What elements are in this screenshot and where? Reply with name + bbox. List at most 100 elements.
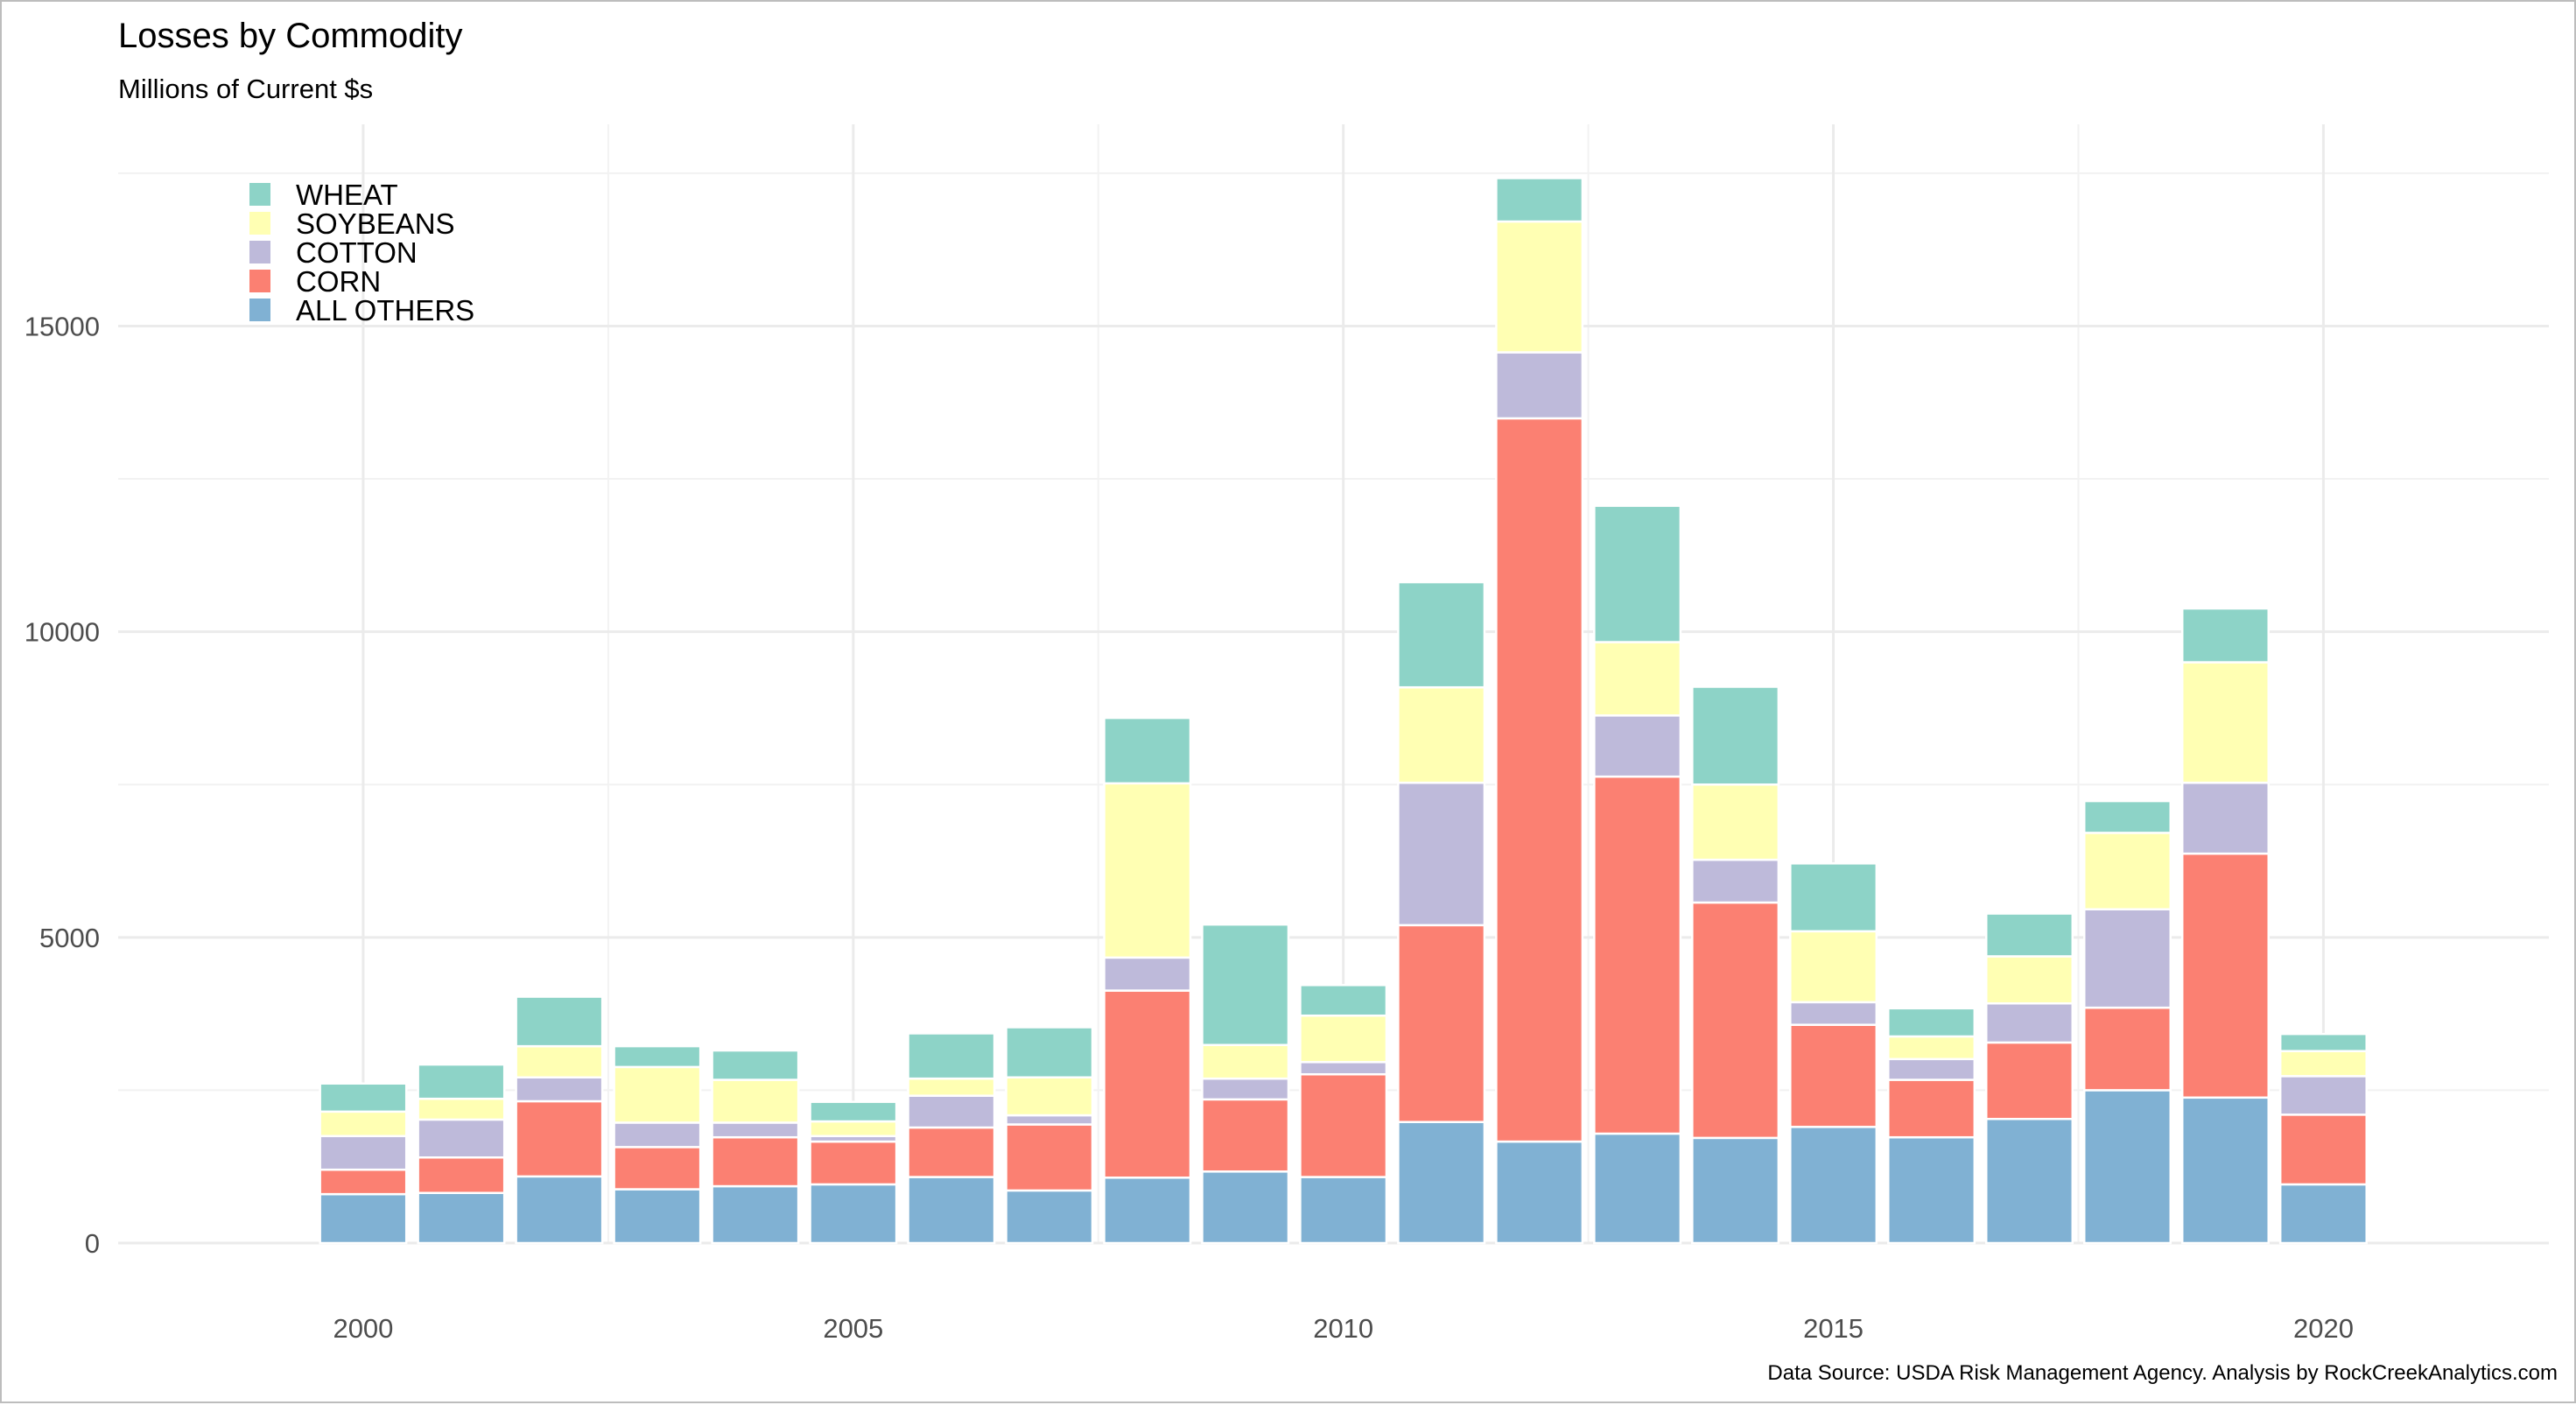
bar-corn-2011 — [1397, 924, 1486, 1123]
bar-corn-2000 — [319, 1168, 408, 1196]
bar-wheat-2012 — [1495, 177, 1584, 223]
bar-all-others-2018 — [2082, 1089, 2172, 1245]
legend-swatch-all-others — [249, 299, 270, 321]
x-tick-label: 2005 — [823, 1313, 883, 1344]
bar-cotton-2018 — [2082, 908, 2172, 1009]
chart-caption: Data Source: USDA Risk Management Agency… — [1767, 1361, 2558, 1385]
bar-wheat-2006 — [907, 1032, 996, 1080]
bar-soybeans-2016 — [1887, 1035, 1976, 1061]
legend-label-all-others: ALL OTHERS — [296, 294, 474, 327]
bar-cotton-2003 — [613, 1121, 702, 1149]
bar-all-others-2000 — [319, 1192, 408, 1245]
bar-cotton-2019 — [2180, 781, 2270, 855]
bar-corn-2009 — [1201, 1098, 1290, 1173]
y-tick-label: 15000 — [25, 311, 100, 341]
bar-all-others-2014 — [1691, 1136, 1780, 1245]
bar-cotton-2016 — [1887, 1057, 1976, 1081]
bar-all-others-2012 — [1495, 1140, 1584, 1245]
bar-all-others-2011 — [1397, 1120, 1486, 1245]
axes: 0 5000 10000 15000 2000 2005 2010 2015 2020 — [25, 311, 2354, 1344]
bar-wheat-2018 — [2082, 799, 2172, 834]
bar-soybeans-2006 — [907, 1077, 996, 1097]
bar-soybeans-2001 — [417, 1097, 506, 1121]
bar-soybeans-2011 — [1397, 685, 1486, 784]
bar-cotton-2001 — [417, 1118, 506, 1159]
y-tick-label: 10000 — [25, 617, 100, 648]
bar-cotton-2007 — [1005, 1113, 1094, 1126]
bar-soybeans-2017 — [1985, 955, 2074, 1005]
bar-soybeans-2012 — [1495, 220, 1584, 354]
bar-cotton-2014 — [1691, 858, 1780, 904]
bar-cotton-2006 — [907, 1094, 996, 1129]
bar-corn-2014 — [1691, 901, 1780, 1140]
bar-all-others-2020 — [2278, 1183, 2368, 1245]
bar-corn-2007 — [1005, 1123, 1094, 1192]
bar-corn-2020 — [2278, 1113, 2368, 1186]
bar-cotton-2004 — [711, 1121, 800, 1139]
bar-corn-2001 — [417, 1156, 506, 1194]
y-tick-label: 0 — [85, 1228, 100, 1259]
bar-wheat-2014 — [1691, 685, 1780, 786]
bar-wheat-2005 — [809, 1100, 898, 1123]
x-tick-label: 2010 — [1313, 1313, 1373, 1344]
bar-wheat-2002 — [515, 995, 604, 1048]
bar-soybeans-2009 — [1201, 1043, 1290, 1080]
bar-soybeans-2019 — [2180, 661, 2270, 784]
bar-cotton-2020 — [2278, 1075, 2368, 1116]
bar-all-others-2003 — [613, 1188, 702, 1245]
bar-wheat-2015 — [1789, 862, 1878, 933]
legend-label-soybeans: SOYBEANS — [296, 207, 455, 240]
bar-wheat-2009 — [1201, 923, 1290, 1046]
bar-cotton-2017 — [1985, 1001, 2074, 1044]
bar-all-others-2015 — [1789, 1126, 1878, 1245]
legend-swatch-corn — [249, 270, 270, 292]
bar-all-others-2008 — [1103, 1177, 1192, 1245]
bar-all-others-2010 — [1299, 1176, 1388, 1245]
bar-wheat-2008 — [1103, 716, 1192, 785]
bar-soybeans-2020 — [2278, 1050, 2368, 1078]
bar-soybeans-2015 — [1789, 930, 1878, 1004]
bar-cotton-2015 — [1789, 1001, 1878, 1026]
legend-swatch-soybeans — [249, 212, 270, 235]
bar-all-others-2009 — [1201, 1170, 1290, 1245]
legend-label-wheat: WHEAT — [296, 179, 398, 211]
bar-wheat-2013 — [1593, 504, 1682, 643]
bar-corn-2003 — [613, 1146, 702, 1191]
bar-cotton-2011 — [1397, 781, 1486, 927]
bar-cotton-2000 — [319, 1135, 408, 1171]
bar-wheat-2020 — [2278, 1032, 2368, 1052]
bar-cotton-2009 — [1201, 1077, 1290, 1101]
bar-all-others-2005 — [809, 1183, 898, 1245]
bar-all-others-2002 — [515, 1175, 604, 1245]
y-tick-label: 5000 — [39, 923, 100, 953]
bar-wheat-2007 — [1005, 1026, 1094, 1078]
bar-soybeans-2018 — [2082, 832, 2172, 910]
bar-all-others-2001 — [417, 1191, 506, 1245]
bar-all-others-2013 — [1593, 1132, 1682, 1245]
bar-wheat-2019 — [2180, 607, 2270, 664]
bar-wheat-2004 — [711, 1049, 800, 1081]
x-tick-label: 2015 — [1803, 1313, 1864, 1344]
bar-corn-2019 — [2180, 852, 2270, 1099]
chart-subtitle: Millions of Current $s — [118, 74, 373, 104]
bar-corn-2004 — [711, 1135, 800, 1188]
bar-cotton-2010 — [1299, 1061, 1388, 1076]
bar-soybeans-2000 — [319, 1110, 408, 1138]
bar-cotton-2008 — [1103, 956, 1192, 992]
bar-soybeans-2008 — [1103, 782, 1192, 959]
legend-label-corn: CORN — [296, 265, 381, 298]
bar-corn-2018 — [2082, 1006, 2172, 1092]
bar-all-others-2017 — [1985, 1117, 2074, 1245]
bar-corn-2017 — [1985, 1041, 2074, 1120]
bar-corn-2010 — [1299, 1073, 1388, 1178]
bar-wheat-2001 — [417, 1063, 506, 1100]
bar-corn-2005 — [809, 1140, 898, 1186]
bar-corn-2016 — [1887, 1078, 1976, 1139]
bar-soybeans-2002 — [515, 1044, 604, 1078]
bars — [319, 177, 2368, 1245]
bar-soybeans-2003 — [613, 1065, 702, 1124]
chart-title: Losses by Commodity — [118, 17, 462, 55]
